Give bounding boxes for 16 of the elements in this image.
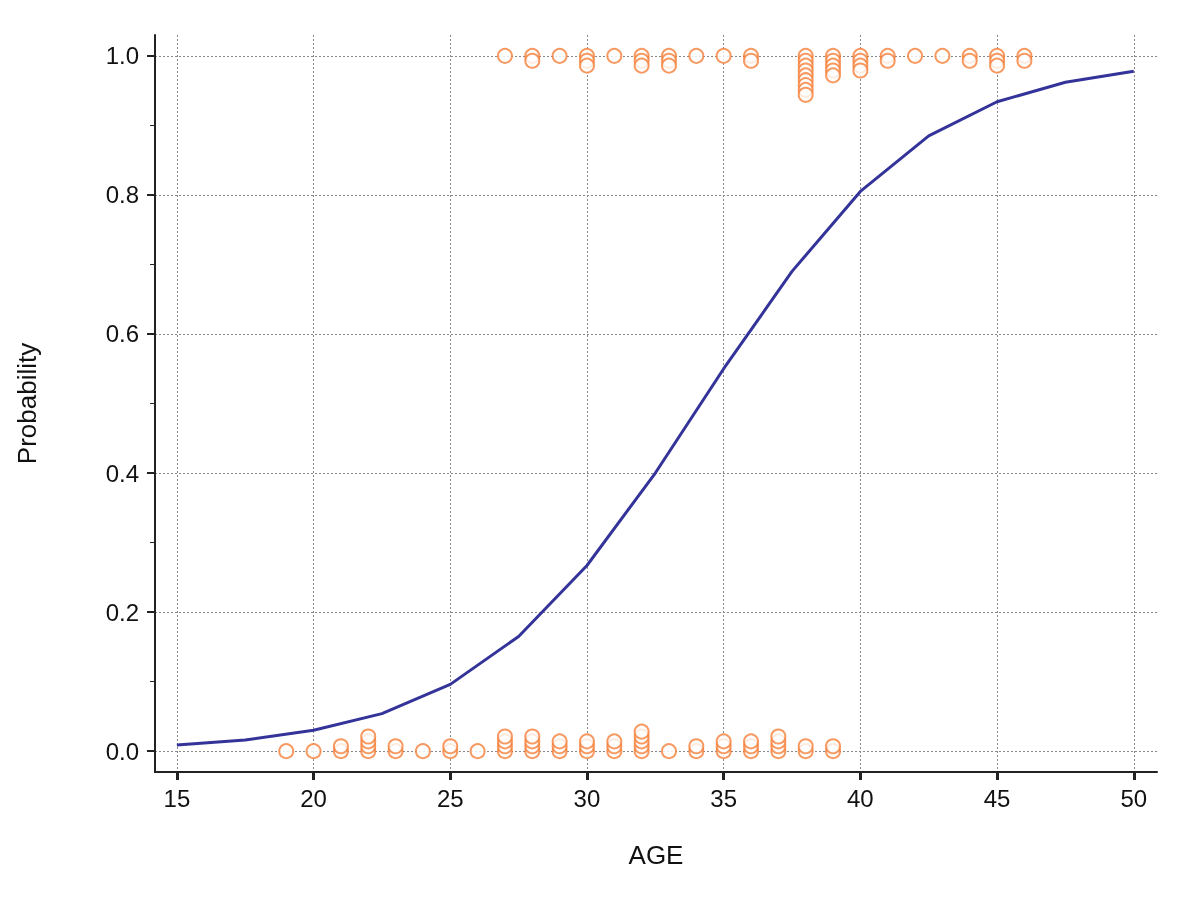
x-tick-label: 40 (847, 784, 874, 812)
x-tick-label: 50 (1120, 784, 1148, 812)
y-tick-label: 0.2 (105, 598, 139, 626)
x-tick-label: 25 (436, 784, 464, 812)
x-axis-title: AGE (628, 840, 684, 870)
y-tick-label: 0.4 (105, 459, 139, 487)
y-tick-label: 0.6 (105, 320, 139, 348)
x-tick-label: 20 (300, 784, 327, 812)
y-tick-label: 0.0 (105, 737, 139, 765)
x-tick-label: 45 (983, 784, 1011, 812)
x-tick-label: 30 (573, 784, 601, 812)
x-tick-label: 35 (710, 784, 738, 812)
y-axis-title: Probability (12, 342, 42, 465)
x-tick-label: 15 (163, 784, 191, 812)
y-tick-label: 1.0 (105, 42, 139, 70)
y-tick-label: 0.8 (105, 181, 139, 209)
